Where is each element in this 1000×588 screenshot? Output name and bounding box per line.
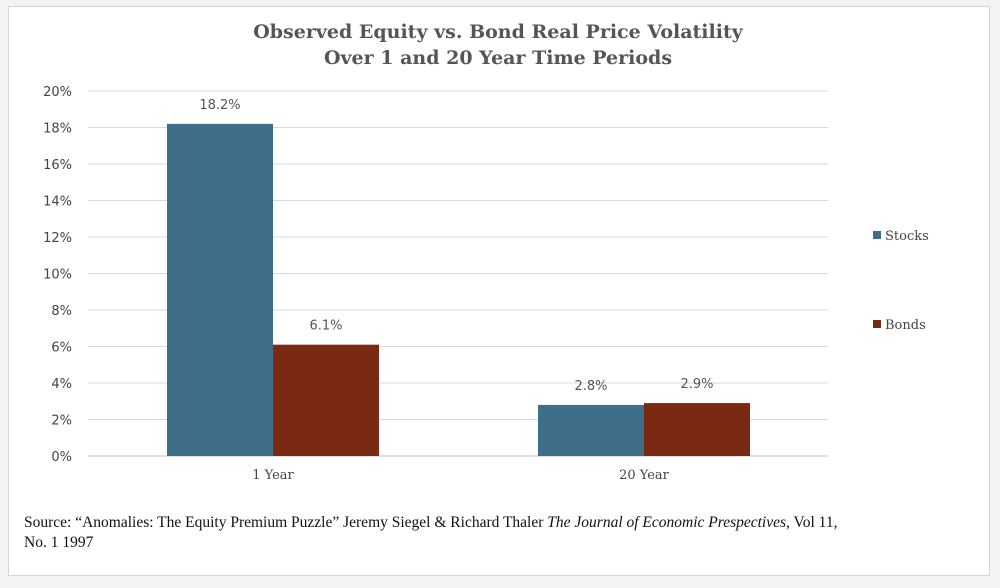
source-note: Source: “Anomalies: The Equity Premium P… — [24, 513, 854, 553]
bar-stocks-1-year — [167, 123, 273, 456]
data-label: 2.9% — [680, 377, 713, 392]
y-tick-label: 10% — [43, 268, 72, 283]
source-suffix: , Vol 11, No. 1 1997 — [24, 514, 838, 551]
source-prefix: Source: “Anomalies: The Equity Premium P… — [24, 514, 548, 531]
x-category-label: 1 Year — [252, 468, 294, 483]
chart-title-line: Over 1 and 20 Year Time Periods — [324, 47, 672, 69]
legend-swatch-bonds — [873, 320, 881, 328]
x-axis-categories: 1 Year 20 Year — [252, 468, 669, 483]
y-tick-label: 18% — [43, 122, 72, 137]
data-label: 2.8% — [574, 379, 607, 394]
data-label: 6.1% — [309, 319, 342, 334]
y-axis-ticks: 0% 2% 4% 6% 8% 10% 12% 14% 16% 18% 20% — [43, 85, 72, 465]
bar-bonds-20-year — [644, 403, 750, 456]
data-labels: 18.2% 6.1% 2.8% 2.9% — [199, 98, 713, 394]
chart-title: Observed Equity vs. Bond Real Price Vola… — [253, 21, 744, 69]
y-tick-label: 14% — [43, 195, 72, 210]
y-tick-label: 0% — [51, 450, 72, 465]
data-label: 18.2% — [199, 98, 240, 113]
y-tick-label: 16% — [43, 158, 72, 173]
y-tick-label: 12% — [43, 231, 72, 246]
bar-bonds-1-year — [273, 344, 379, 456]
chart-title-line: Observed Equity vs. Bond Real Price Vola… — [253, 21, 744, 43]
x-category-label: 20 Year — [619, 468, 670, 483]
bar-stocks-20-year — [538, 404, 644, 456]
source-journal: The Journal of Economic Prespectives — [547, 514, 787, 531]
y-tick-label: 20% — [43, 85, 72, 100]
y-tick-label: 2% — [51, 414, 72, 429]
y-tick-label: 8% — [51, 304, 72, 319]
y-tick-label: 4% — [51, 377, 72, 392]
legend: Stocks Bonds — [873, 229, 929, 333]
legend-swatch-stocks — [873, 231, 881, 239]
y-tick-label: 6% — [51, 341, 72, 356]
legend-label-stocks: Stocks — [885, 229, 929, 244]
legend-label-bonds: Bonds — [885, 318, 926, 333]
bars — [167, 123, 750, 456]
